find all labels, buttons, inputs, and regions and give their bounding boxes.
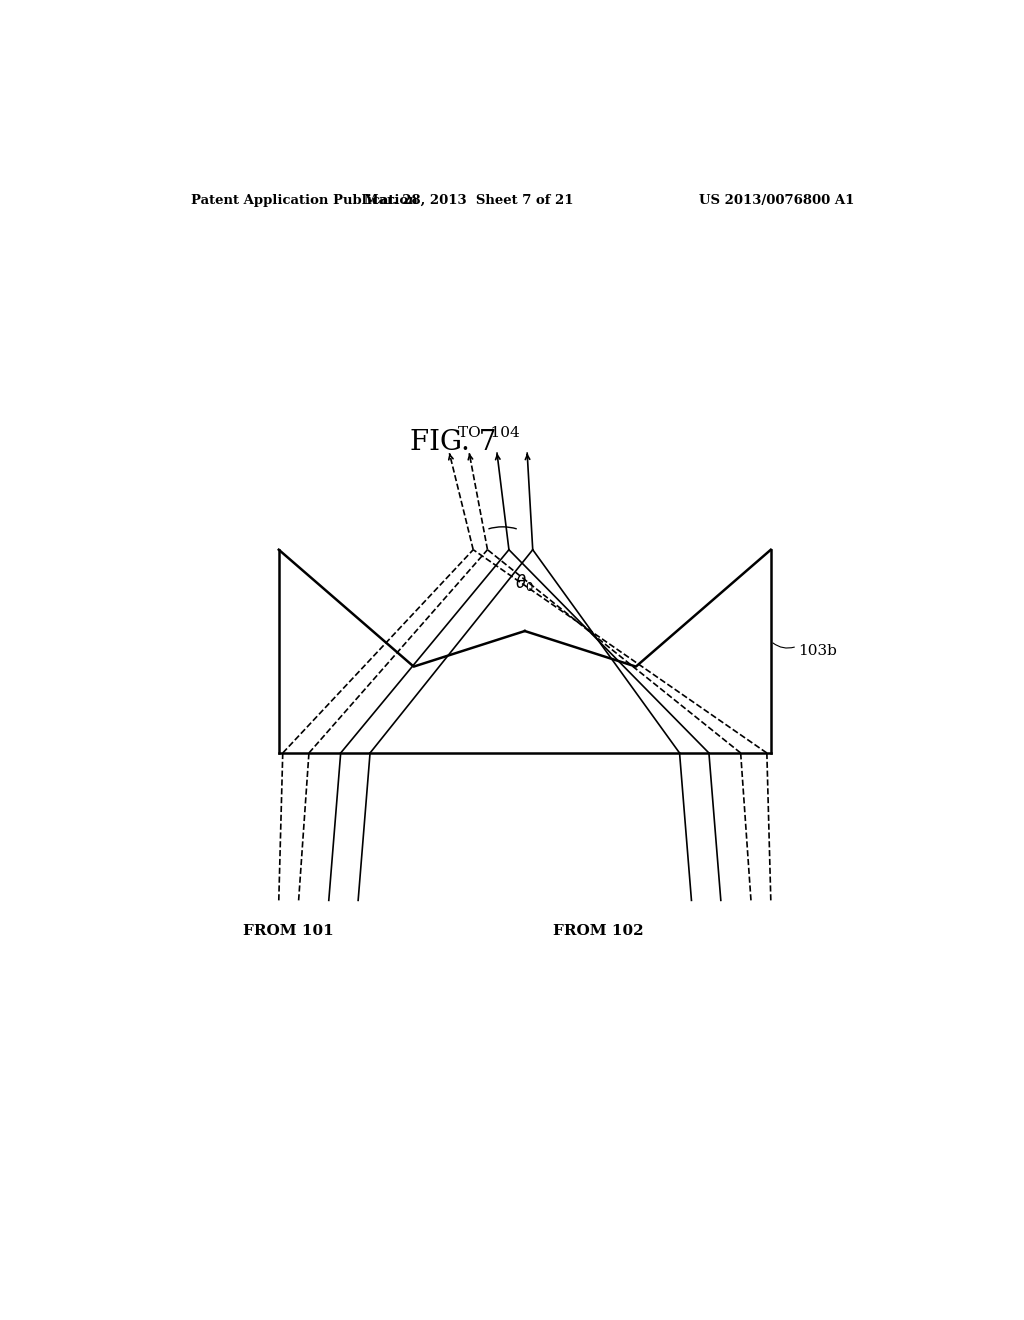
Text: 103b: 103b [799, 644, 838, 659]
Text: $\theta_0$: $\theta_0$ [515, 572, 535, 593]
Text: Patent Application Publication: Patent Application Publication [191, 194, 418, 207]
Text: FROM 102: FROM 102 [553, 924, 643, 939]
Text: TO  104: TO 104 [458, 426, 520, 440]
Text: US 2013/0076800 A1: US 2013/0076800 A1 [699, 194, 855, 207]
Text: FROM 101: FROM 101 [243, 924, 334, 939]
Text: Mar. 28, 2013  Sheet 7 of 21: Mar. 28, 2013 Sheet 7 of 21 [365, 194, 574, 207]
Text: FIG. 7: FIG. 7 [411, 429, 497, 457]
